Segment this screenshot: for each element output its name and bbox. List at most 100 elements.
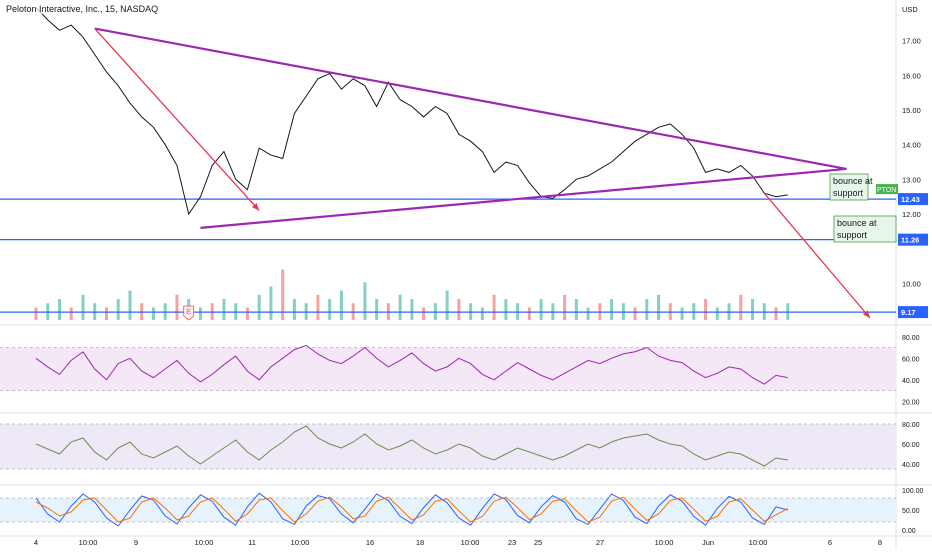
volume-bar (116, 299, 120, 320)
support-price-label: 9.17 (901, 308, 916, 317)
price-tick-label: 16.00 (902, 71, 921, 80)
indicator-tick-label: 40.00 (902, 462, 920, 469)
volume-bar (339, 290, 343, 320)
chart-title: Peloton Interactive, Inc., 15, NASDAQ (4, 4, 161, 14)
volume-bar (539, 299, 543, 320)
volume-bar (751, 299, 755, 320)
time-tick-label: 10:00 (79, 538, 98, 547)
indicator-tick-label: 80.00 (902, 422, 920, 429)
indicator-tick-label: 50.00 (902, 508, 920, 515)
price-tick-label: 13.00 (902, 175, 921, 184)
volume-bar (175, 294, 179, 320)
volume-bar (128, 290, 132, 320)
currency-label: USD (902, 5, 918, 14)
support-price-tag (898, 193, 928, 206)
price-tick-label: 12.00 (902, 210, 921, 219)
volume-bar (151, 307, 155, 320)
support-price-tag (898, 233, 928, 246)
time-tick-label: 10:00 (655, 538, 674, 547)
volume-bar (480, 307, 484, 320)
volume-bar (398, 294, 402, 320)
time-tick-label: 9 (134, 538, 138, 547)
volume-bar (645, 299, 649, 320)
volume-bar (527, 307, 531, 320)
stoch-d-line (35, 496, 789, 523)
time-tick-label: 6 (828, 538, 832, 547)
stoch-k-line (35, 492, 788, 527)
volume-bar (739, 294, 743, 320)
volume-bar (633, 307, 637, 320)
volume-bar (422, 307, 426, 320)
symbol-tag-label: PTON (877, 187, 896, 194)
arrow-line (763, 192, 871, 319)
volume-bar (586, 307, 590, 320)
arrow-line (94, 28, 260, 211)
indicator-tick-label: 100.00 (902, 488, 924, 495)
arrow-head (862, 310, 870, 318)
indicator-tick-label: 0.00 (902, 528, 916, 535)
support-price-tag (898, 306, 928, 319)
volume-bar (363, 282, 367, 320)
time-tick-label: 8 (878, 538, 882, 547)
price-line (35, 7, 788, 216)
volume-bar (245, 307, 249, 320)
price-tick-label: 10.00 (902, 279, 921, 288)
indicator-tick-label: 40.00 (902, 378, 920, 385)
trendline (200, 167, 847, 229)
support-price-label: 12.43 (901, 195, 920, 204)
rsi-line (35, 344, 788, 385)
volume-bar (445, 290, 449, 320)
volume-bar (410, 299, 414, 320)
volume-bar (610, 299, 614, 320)
volume-bar (680, 307, 684, 320)
indicator-band (0, 424, 896, 469)
note-text-line1: bounce at (833, 176, 873, 186)
volume-bar (269, 286, 273, 320)
note-box (833, 215, 897, 243)
symbol-tag (876, 184, 898, 195)
volume-bar (57, 299, 61, 320)
arrow-head (251, 202, 260, 211)
indicator-tick-label: 60.00 (902, 442, 920, 449)
volume-bar (375, 299, 379, 320)
time-tick-label: 10:00 (749, 538, 768, 547)
volume-bar (104, 307, 108, 320)
note-box (829, 173, 869, 201)
volume-bar (81, 294, 85, 320)
price-tick-label: 15.00 (902, 106, 921, 115)
volume-bar (328, 299, 332, 320)
volume-bar (316, 294, 320, 320)
note-text-line1: bounce at (837, 218, 877, 228)
earnings-label: E (186, 309, 191, 316)
volume-bar (574, 299, 578, 320)
time-tick-label: 11 (248, 538, 256, 547)
volume-bar (281, 269, 285, 320)
volume-bar (563, 294, 567, 320)
volume-bar (457, 299, 461, 320)
volume-bar (657, 294, 661, 320)
volume-bar (504, 299, 508, 320)
time-tick-label: 27 (596, 538, 604, 547)
price-tick-label: 14.00 (902, 141, 921, 150)
volume-bar (492, 294, 496, 320)
time-tick-label: 25 (534, 538, 542, 547)
time-tick-label: 10:00 (461, 538, 480, 547)
price-tick-label: 17.00 (902, 37, 921, 46)
time-tick-label: 23 (508, 538, 516, 547)
volume-bar (292, 299, 296, 320)
indicator-tick-label: 60.00 (902, 356, 920, 363)
volume-bar (34, 307, 38, 320)
note-text-line2: support (837, 230, 868, 240)
volume-bar (222, 299, 226, 320)
volume-bar (774, 307, 778, 320)
time-tick-label: 10:00 (195, 538, 214, 547)
volume-bar (198, 307, 202, 320)
indicator-band (0, 347, 896, 391)
time-tick-label: Jun (702, 538, 714, 547)
time-tick-label: 18 (416, 538, 424, 547)
time-tick-label: 16 (366, 538, 374, 547)
support-price-label: 11.26 (901, 236, 919, 245)
indicator-tick-label: 80.00 (902, 335, 920, 342)
